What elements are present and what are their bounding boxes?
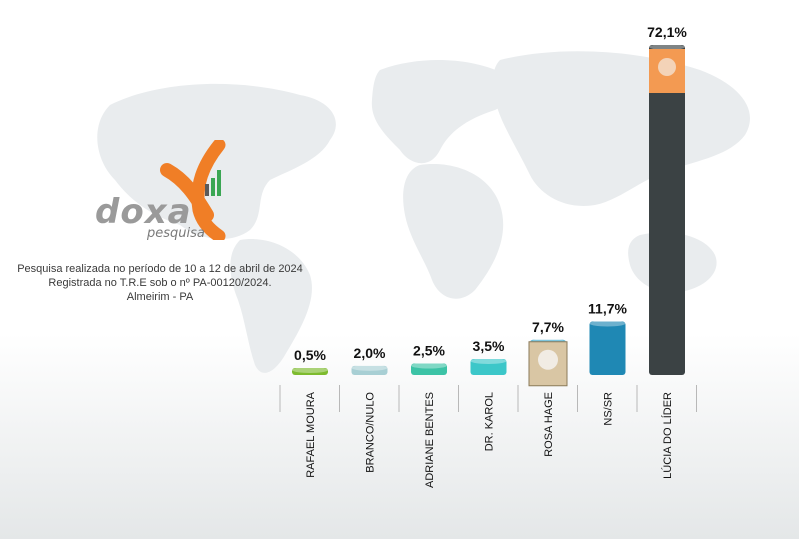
category-label: RAFAEL MOURA [305,391,317,477]
bar [589,321,626,375]
category-label: LÚCIA DO LÍDER [661,392,674,479]
bar-value-label: 3,5% [473,338,505,354]
bar-cap [351,364,388,371]
category-label: ADRIANE BENTES [424,392,436,488]
bar-value-label: 2,0% [354,345,386,361]
doxa-logo: doxa pesquisa [95,140,255,241]
doxa-logo-sub: pesquisa [147,226,205,241]
category-label: ROSA HAGE [543,392,555,457]
bar [351,365,388,375]
bar-value-label: 72,1% [647,24,687,40]
candidate-photo-face [538,349,558,370]
candidate-photo-face [658,58,676,76]
bar [411,363,447,375]
survey-period: Pesquisa realizada no período de 10 a 12… [17,263,303,275]
bar [470,358,507,375]
survey-registration: Registrada no T.R.E sob o nº PA-00120/20… [48,277,272,289]
bar-cap [649,44,685,50]
bar-cap [292,367,328,373]
bar-value-label: 2,5% [413,343,445,359]
bar [292,368,328,375]
bar-cap [411,362,447,369]
category-label: BRANCO/NULO [365,392,377,473]
bar-cap [470,357,507,364]
category-label: DR. KAROL [484,392,496,451]
bar [649,45,685,375]
bar-cap [589,320,626,327]
category-label: NS/SR [603,392,615,426]
survey-info: Pesquisa realizada no período de 10 a 12… [0,262,320,304]
bar-value-label: 0,5% [294,347,326,363]
doxa-logo-mark [160,140,226,240]
doxa-logo-word: doxa [95,192,192,232]
bar-value-label: 11,7% [588,300,627,316]
survey-location: Almeirim - PA [126,291,194,303]
bar-value-label: 7,7% [532,319,564,335]
